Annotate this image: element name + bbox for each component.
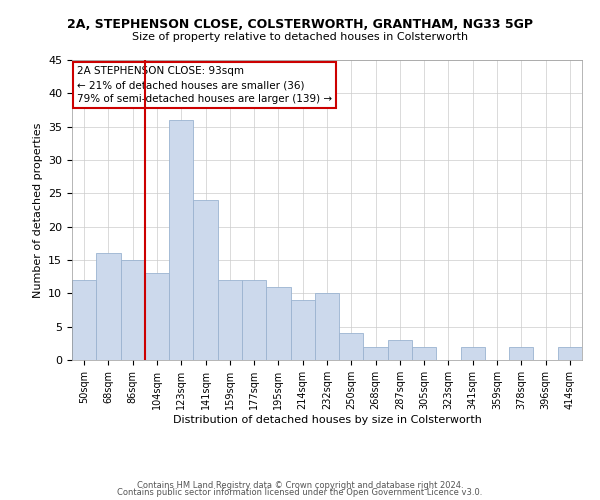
Bar [145, 274, 169, 360]
Bar [242, 280, 266, 360]
X-axis label: Distribution of detached houses by size in Colsterworth: Distribution of detached houses by size … [173, 414, 481, 424]
Text: Contains public sector information licensed under the Open Government Licence v3: Contains public sector information licen… [118, 488, 482, 497]
Bar [169, 120, 193, 360]
Bar [266, 286, 290, 360]
Y-axis label: Number of detached properties: Number of detached properties [32, 122, 43, 298]
Text: Contains HM Land Registry data © Crown copyright and database right 2024.: Contains HM Land Registry data © Crown c… [137, 480, 463, 490]
Bar [388, 340, 412, 360]
Text: 2A, STEPHENSON CLOSE, COLSTERWORTH, GRANTHAM, NG33 5GP: 2A, STEPHENSON CLOSE, COLSTERWORTH, GRAN… [67, 18, 533, 30]
Bar [290, 300, 315, 360]
Bar [218, 280, 242, 360]
Bar [96, 254, 121, 360]
Bar [193, 200, 218, 360]
Bar [364, 346, 388, 360]
Text: Size of property relative to detached houses in Colsterworth: Size of property relative to detached ho… [132, 32, 468, 42]
Bar [315, 294, 339, 360]
Bar [339, 334, 364, 360]
Bar [558, 346, 582, 360]
Bar [461, 346, 485, 360]
Bar [72, 280, 96, 360]
Bar [509, 346, 533, 360]
Bar [121, 260, 145, 360]
Text: 2A STEPHENSON CLOSE: 93sqm
← 21% of detached houses are smaller (36)
79% of semi: 2A STEPHENSON CLOSE: 93sqm ← 21% of deta… [77, 66, 332, 104]
Bar [412, 346, 436, 360]
